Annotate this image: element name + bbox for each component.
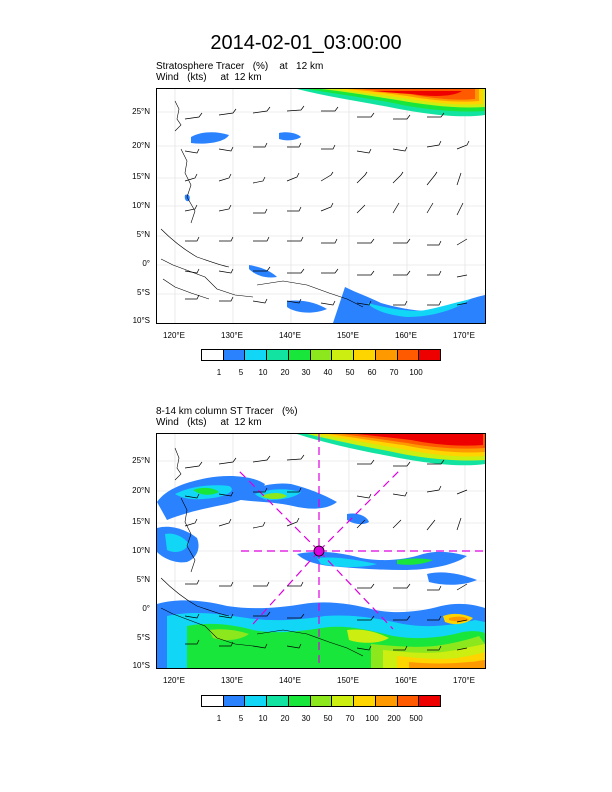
colorbar-swatch xyxy=(375,696,398,706)
panel1-lon-label: 150°E xyxy=(337,331,359,340)
colorbar-swatch xyxy=(419,696,441,706)
panel2-lat-label: 20°N xyxy=(132,486,150,495)
colorbar-swatch xyxy=(245,696,268,706)
panel2-lat-label: 5°N xyxy=(136,575,150,584)
panel1-colorbar-label: 20 xyxy=(280,368,290,377)
panel2-colorbar-label: 100 xyxy=(365,714,379,723)
panel2-map-svg xyxy=(157,434,485,668)
colorbar-swatch xyxy=(332,696,355,706)
panel2-coastlines xyxy=(160,447,364,657)
panel2-colorbar xyxy=(201,695,441,707)
panel2-colorbar-label: 70 xyxy=(345,714,355,723)
colorbar-swatch xyxy=(267,350,289,360)
panel2-lon-label: 150°E xyxy=(337,676,359,685)
colorbar-swatch xyxy=(223,696,246,706)
panel1-lon-label: 160°E xyxy=(395,331,417,340)
panel1-colorbar-label: 100 xyxy=(409,368,423,377)
panel1-colorbar-label: 10 xyxy=(258,368,268,377)
colorbar-swatch xyxy=(419,350,441,360)
panel1-colorbar-label: 70 xyxy=(389,368,399,377)
panel2-colorbar-label: 1 xyxy=(216,714,222,723)
colorbar-swatch xyxy=(397,696,420,706)
panel1-lat-label: 5°N xyxy=(136,230,150,239)
colorbar-swatch xyxy=(310,350,333,360)
colorbar-swatch xyxy=(223,350,246,360)
panel1-lat-label: 10°S xyxy=(132,316,150,325)
panel2-lon-label: 160°E xyxy=(395,676,417,685)
colorbar-swatch xyxy=(354,696,376,706)
colorbar-swatch xyxy=(332,350,355,360)
panel1-gridlines xyxy=(157,89,485,323)
panel1-lat-label: 0° xyxy=(142,259,150,268)
colorbar-swatch xyxy=(354,350,376,360)
colorbar-swatch xyxy=(310,696,333,706)
panel1-lon-label: 120°E xyxy=(163,331,185,340)
panel2-lat-label: 10°S xyxy=(132,661,150,670)
panel1-colorbar-label: 1 xyxy=(216,368,222,377)
panel1-colorbar-label: 60 xyxy=(367,368,377,377)
colorbar-swatch xyxy=(245,350,268,360)
panel2-colorbar-label: 5 xyxy=(238,714,244,723)
colorbar-swatch xyxy=(375,350,398,360)
panel1-lon-label: 130°E xyxy=(221,331,243,340)
panel2-lon-label: 170°E xyxy=(453,676,475,685)
panel2-tracer-shading xyxy=(157,434,485,668)
panel1-lon-label: 170°E xyxy=(453,331,475,340)
panel1-lon-label: 140°E xyxy=(279,331,301,340)
panel2-lat-label: 0° xyxy=(142,604,150,613)
colorbar-swatch xyxy=(267,696,289,706)
panel2-colorbar-label: 200 xyxy=(387,714,401,723)
panel2-lon-label: 130°E xyxy=(221,676,243,685)
colorbar-swatch xyxy=(288,350,311,360)
main-title: 2014-02-01_03:00:00 xyxy=(210,32,402,54)
panel2-lat-label: 25°N xyxy=(132,456,150,465)
panel2-subtitle: Wind (kts) at 12 km xyxy=(156,417,262,428)
panel2-colorbar-label: 50 xyxy=(323,714,333,723)
panel1-wind-barbs xyxy=(184,105,470,306)
panel2-colorbar-label: 10 xyxy=(258,714,268,723)
panel2-lat-label: 10°N xyxy=(132,546,150,555)
panel1-lat-label: 20°N xyxy=(132,141,150,150)
panel2-wind-barbs xyxy=(184,454,468,651)
panel2-lon-label: 140°E xyxy=(279,676,301,685)
panel1-colorbar-label: 50 xyxy=(345,368,355,377)
panel2-lat-label: 5°S xyxy=(137,633,150,642)
panel1-lat-label: 5°S xyxy=(137,288,150,297)
storm-center-marker xyxy=(313,545,325,557)
colorbar-swatch xyxy=(397,350,420,360)
panel1-lat-label: 15°N xyxy=(132,172,150,181)
panel2-colorbar-label: 500 xyxy=(409,714,423,723)
colorbar-swatch xyxy=(288,696,311,706)
panel1-coastlines xyxy=(160,100,364,308)
colorbar-swatch xyxy=(202,350,224,360)
panel1-lat-label: 25°N xyxy=(132,107,150,116)
panel2-lon-label: 120°E xyxy=(163,676,185,685)
panel1-subtitle: Wind (kts) at 12 km xyxy=(156,72,262,83)
panel2-colorbar-label: 30 xyxy=(301,714,311,723)
panel1-colorbar-label: 30 xyxy=(301,368,311,377)
panel2-title: 8-14 km column ST Tracer (%) xyxy=(156,406,298,417)
panel1-colorbar xyxy=(201,349,441,361)
panel1-title: Stratosphere Tracer (%) at 12 km xyxy=(156,61,324,72)
panel1-map-svg xyxy=(157,89,485,323)
panel1-map xyxy=(156,88,486,324)
panel2-colorbar-label: 20 xyxy=(280,714,290,723)
panel2-map xyxy=(156,433,486,669)
colorbar-swatch xyxy=(202,696,224,706)
panel1-tracer-shading xyxy=(184,89,485,323)
panel2-lat-label: 15°N xyxy=(132,517,150,526)
panel1-lat-label: 10°N xyxy=(132,201,150,210)
panel1-colorbar-label: 40 xyxy=(323,368,333,377)
panel1-colorbar-label: 5 xyxy=(238,368,244,377)
